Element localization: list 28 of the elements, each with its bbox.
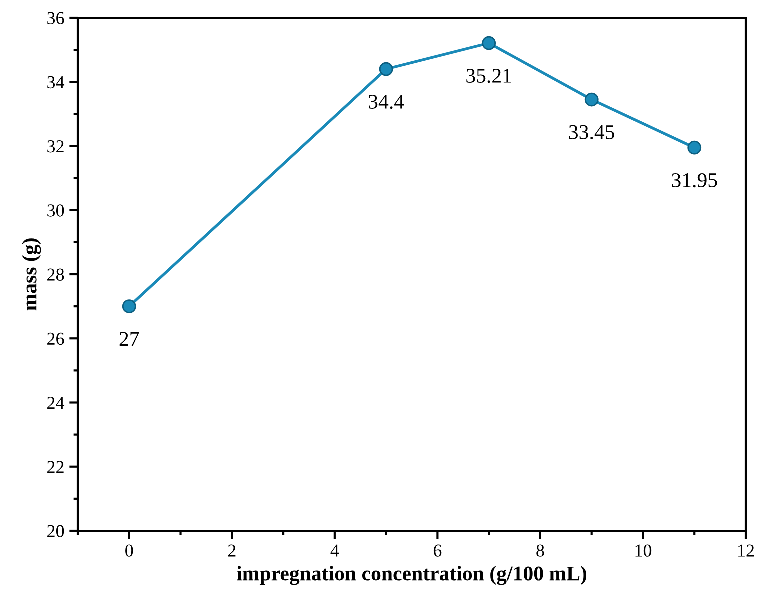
data-label: 34.4 <box>369 94 404 110</box>
x-tick-label: 10 <box>636 544 652 557</box>
x-axis-title: impregnation concentration (g/100 mL) <box>237 566 587 586</box>
y-tick-label: 36 <box>48 12 64 24</box>
data-label: 31.95 <box>672 174 718 188</box>
point <box>122 300 136 314</box>
y-tick-label: 20 <box>48 525 64 538</box>
data-label: 35.21 <box>466 68 512 84</box>
point <box>379 62 394 76</box>
x-tick-label: 0 <box>126 544 134 557</box>
y-tick-label: 26 <box>48 332 64 346</box>
point <box>482 36 496 50</box>
x-tick-label: 8 <box>536 544 544 557</box>
y-tick-label: 30 <box>48 204 64 217</box>
x-tick-label: 4 <box>330 544 340 557</box>
y-tick-label: 28 <box>48 268 64 281</box>
y-axis-title: mass (g) <box>22 238 42 311</box>
point <box>584 92 599 107</box>
x-tick-label: 6 <box>434 544 442 557</box>
y-tick-label: 22 <box>48 461 64 474</box>
x-tick-label: 12 <box>738 544 754 557</box>
data-label: 27 <box>120 332 140 346</box>
y-tick-label: 24 <box>48 397 65 410</box>
y-tick-label: 32 <box>48 140 64 153</box>
point <box>688 140 702 155</box>
y-tick-label: 34 <box>48 76 65 89</box>
data-label: 33.45 <box>569 125 614 140</box>
x-tick-label: 2 <box>228 544 236 557</box>
